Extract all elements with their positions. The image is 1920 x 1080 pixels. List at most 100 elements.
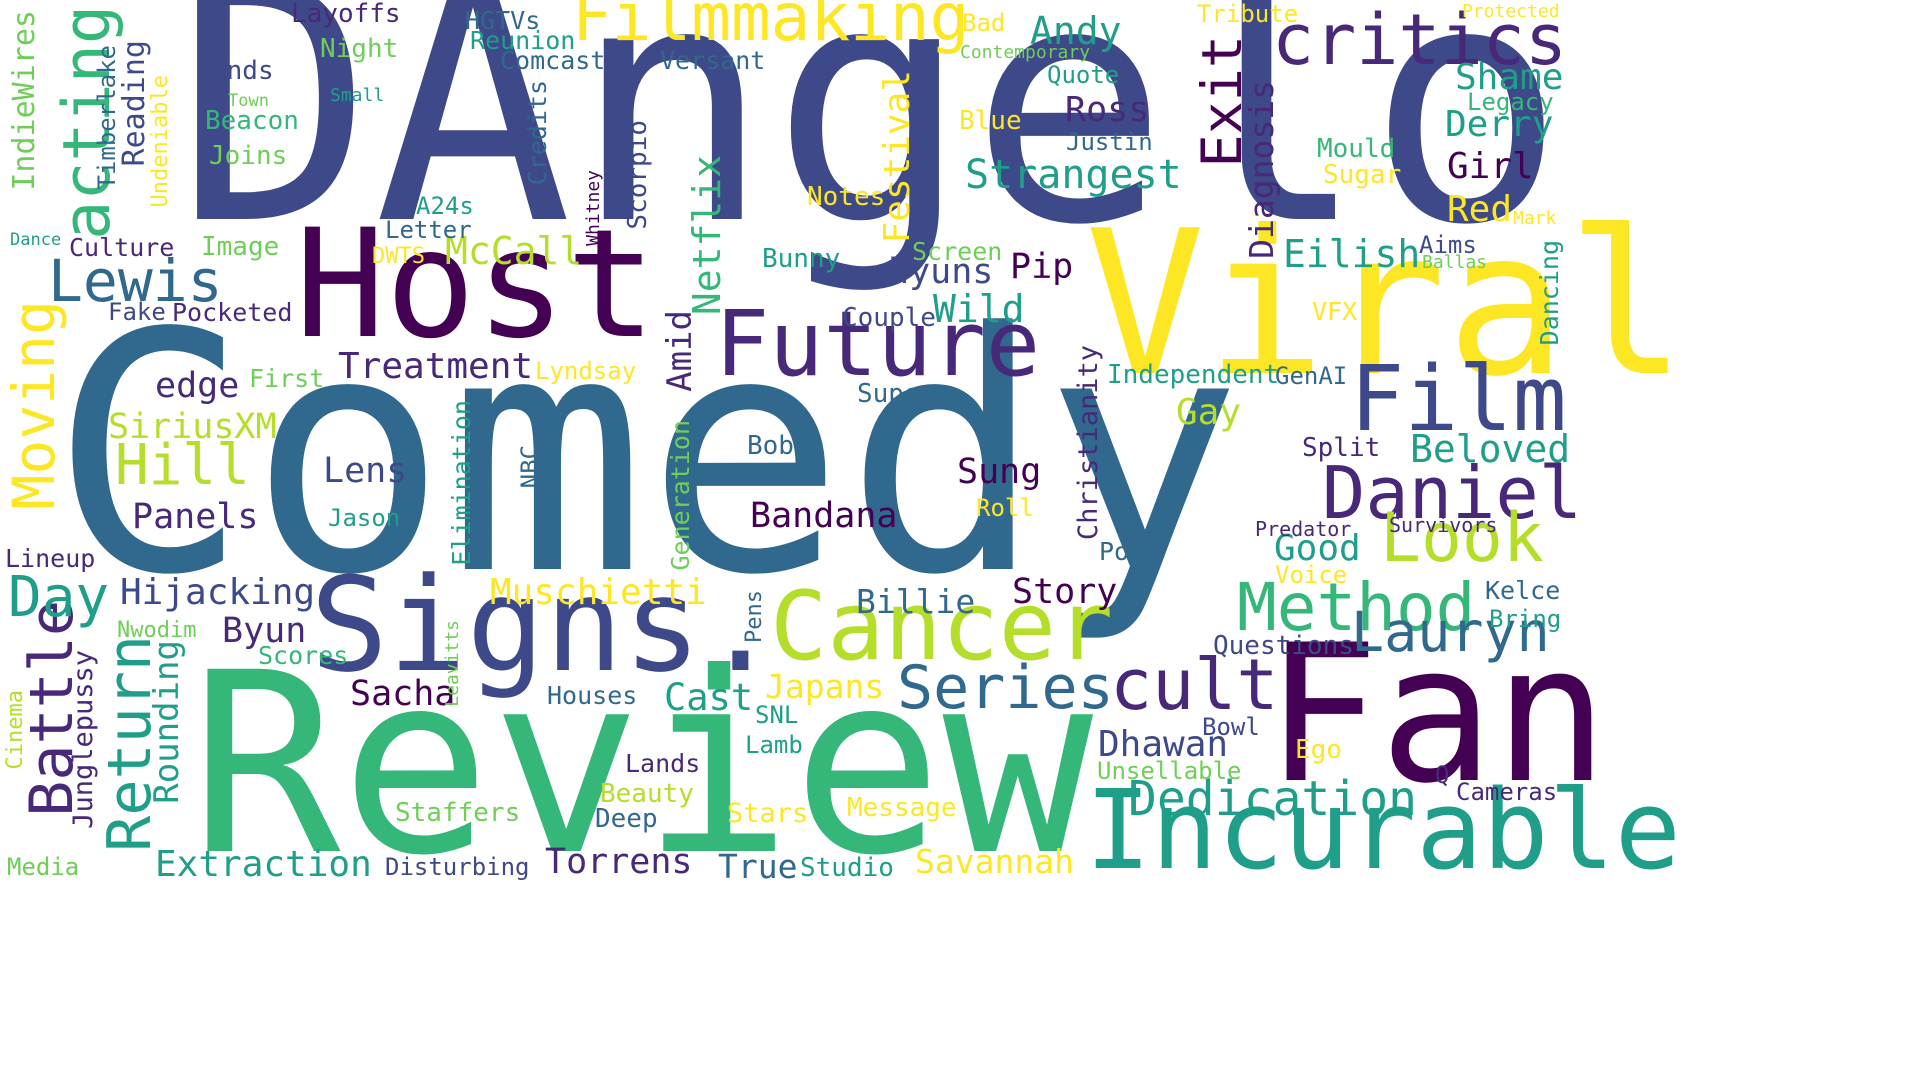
word-timberlake: Timberlake [93,45,121,190]
word-image: Image [201,232,280,262]
word-joins: Joins [209,141,288,171]
word-sugar: Sugar [1323,160,1402,190]
word-legacy: Legacy [1467,88,1554,116]
word-bowl: Bowl [1202,713,1260,741]
word-netflix: Netflix [685,155,729,316]
word-torrens: Torrens [545,842,693,882]
word-lewis: Lewis [48,247,223,315]
word-letter: Letter [385,216,472,244]
word-lens: Lens [323,451,408,491]
word-undeniable: Undeniable [148,75,173,208]
word-scores: Scores [258,641,349,670]
word-indiewires: IndieWires [7,10,42,191]
word-aims: Aims [1419,231,1477,259]
word-cult: cult [1110,644,1279,726]
word-a24s: A24s [416,192,474,220]
word-host: Host [295,198,657,372]
word-andy: Andy [1030,9,1122,53]
word-true: True [718,847,798,886]
word-series: Series [897,653,1114,723]
word-pocketed: Pocketed [172,298,293,327]
word-pens: Pens [742,590,767,643]
word-shame: Shame [1455,57,1564,98]
word-reading: Reading [117,40,152,167]
word-signs: Signs. [310,549,780,701]
word-dhawan: Dhawan [1098,724,1229,765]
word-red: Red [1447,189,1513,230]
word-nbc: NBC [516,445,544,489]
word-roll: Roll [976,494,1034,522]
word-bunny: Bunny [762,244,841,274]
word-hyuns: hyuns [888,252,994,292]
word-sung: Sung [957,452,1042,492]
word-small: Small [330,85,385,106]
word-protected: Protected [1462,1,1560,22]
word-siriusxm: SiriusXM [108,407,277,447]
word-filmmaking: Filmmaking [572,0,970,56]
word-japans: Japans [765,667,885,706]
word-dwts: DWTS [372,244,425,269]
word-quote: Quote [1047,61,1120,89]
word-lineup: Lineup [5,544,96,573]
word-bob: Bob [747,431,794,461]
word-questions: Questions [1213,631,1354,661]
word-festival: Festival [877,70,918,244]
word-notes: Notes [807,182,886,212]
word-versant: Versant [660,46,766,75]
word-bring: Bring [1489,605,1562,633]
word-town: Town [228,91,269,111]
word-elimination: Elimination [447,400,476,566]
word-pop: Pop [1099,537,1145,566]
word-good: Good [1274,528,1361,569]
word-dance: Dance [10,230,62,250]
word-ross: Ross [1065,90,1150,130]
word-strangest: Strangest [965,152,1182,198]
word-comedy: Comedy [50,263,1243,647]
word-message: Message [847,793,957,823]
word-couple: Couple [842,303,936,333]
word-mark: Mark [1513,208,1557,229]
word-cinema: Cinema [3,690,28,770]
word-hijacking: Hijacking [120,572,316,613]
word-whitney: Whitney [583,170,604,246]
word-comcast: Comcast [500,46,606,75]
word-savannah: Savannah [915,842,1074,881]
word-deep: Deep [595,804,658,834]
word-junglepussy: Junglepussy [68,650,99,829]
word-voice: Voice [1275,561,1348,589]
word-q: Q [1435,761,1450,789]
word-houses: Houses [547,681,638,710]
word-eilish: Eilish [1283,232,1421,276]
word-staffers: Staffers [395,798,521,828]
word-lauryn: Lauryn [1351,600,1550,664]
word-dancing: Dancing [1535,240,1564,346]
word-culture: Culture [69,233,175,262]
word-moving: Moving [0,300,68,510]
word-future: Future [715,292,1041,397]
word-independent: Independent [1107,360,1280,390]
word-panels: Panels [132,497,259,537]
word-lyndsay: Lyndsay [535,357,637,385]
word-snl: SNL [755,701,799,729]
word-beauty: Beauty [600,779,694,809]
word-genai: GenAI [1275,362,1348,390]
word-vfx: VFX [1312,297,1358,326]
word-contemporary: Contemporary [960,42,1091,63]
word-layoffs: Layoffs [291,0,401,29]
word-disturbing: Disturbing [385,853,530,881]
word-byun: Byun [222,611,307,651]
word-girl: Girl [1447,146,1534,187]
word-fan: Fan [1265,604,1609,825]
word-diagnosis: Diagnosis [1242,80,1281,259]
word-gay: Gay [1176,392,1242,433]
word-beacon: Beacon [205,106,299,136]
word-generation: Generation [666,420,695,571]
word-blue: Blue [959,106,1022,136]
word-edge: edge [155,366,240,406]
word-cameras: Cameras [1456,778,1558,806]
word-amid: Amid [660,310,700,392]
word-story: Story [1012,572,1118,612]
word-film: Film [1350,347,1567,452]
word-treatment: Treatment [338,346,534,387]
